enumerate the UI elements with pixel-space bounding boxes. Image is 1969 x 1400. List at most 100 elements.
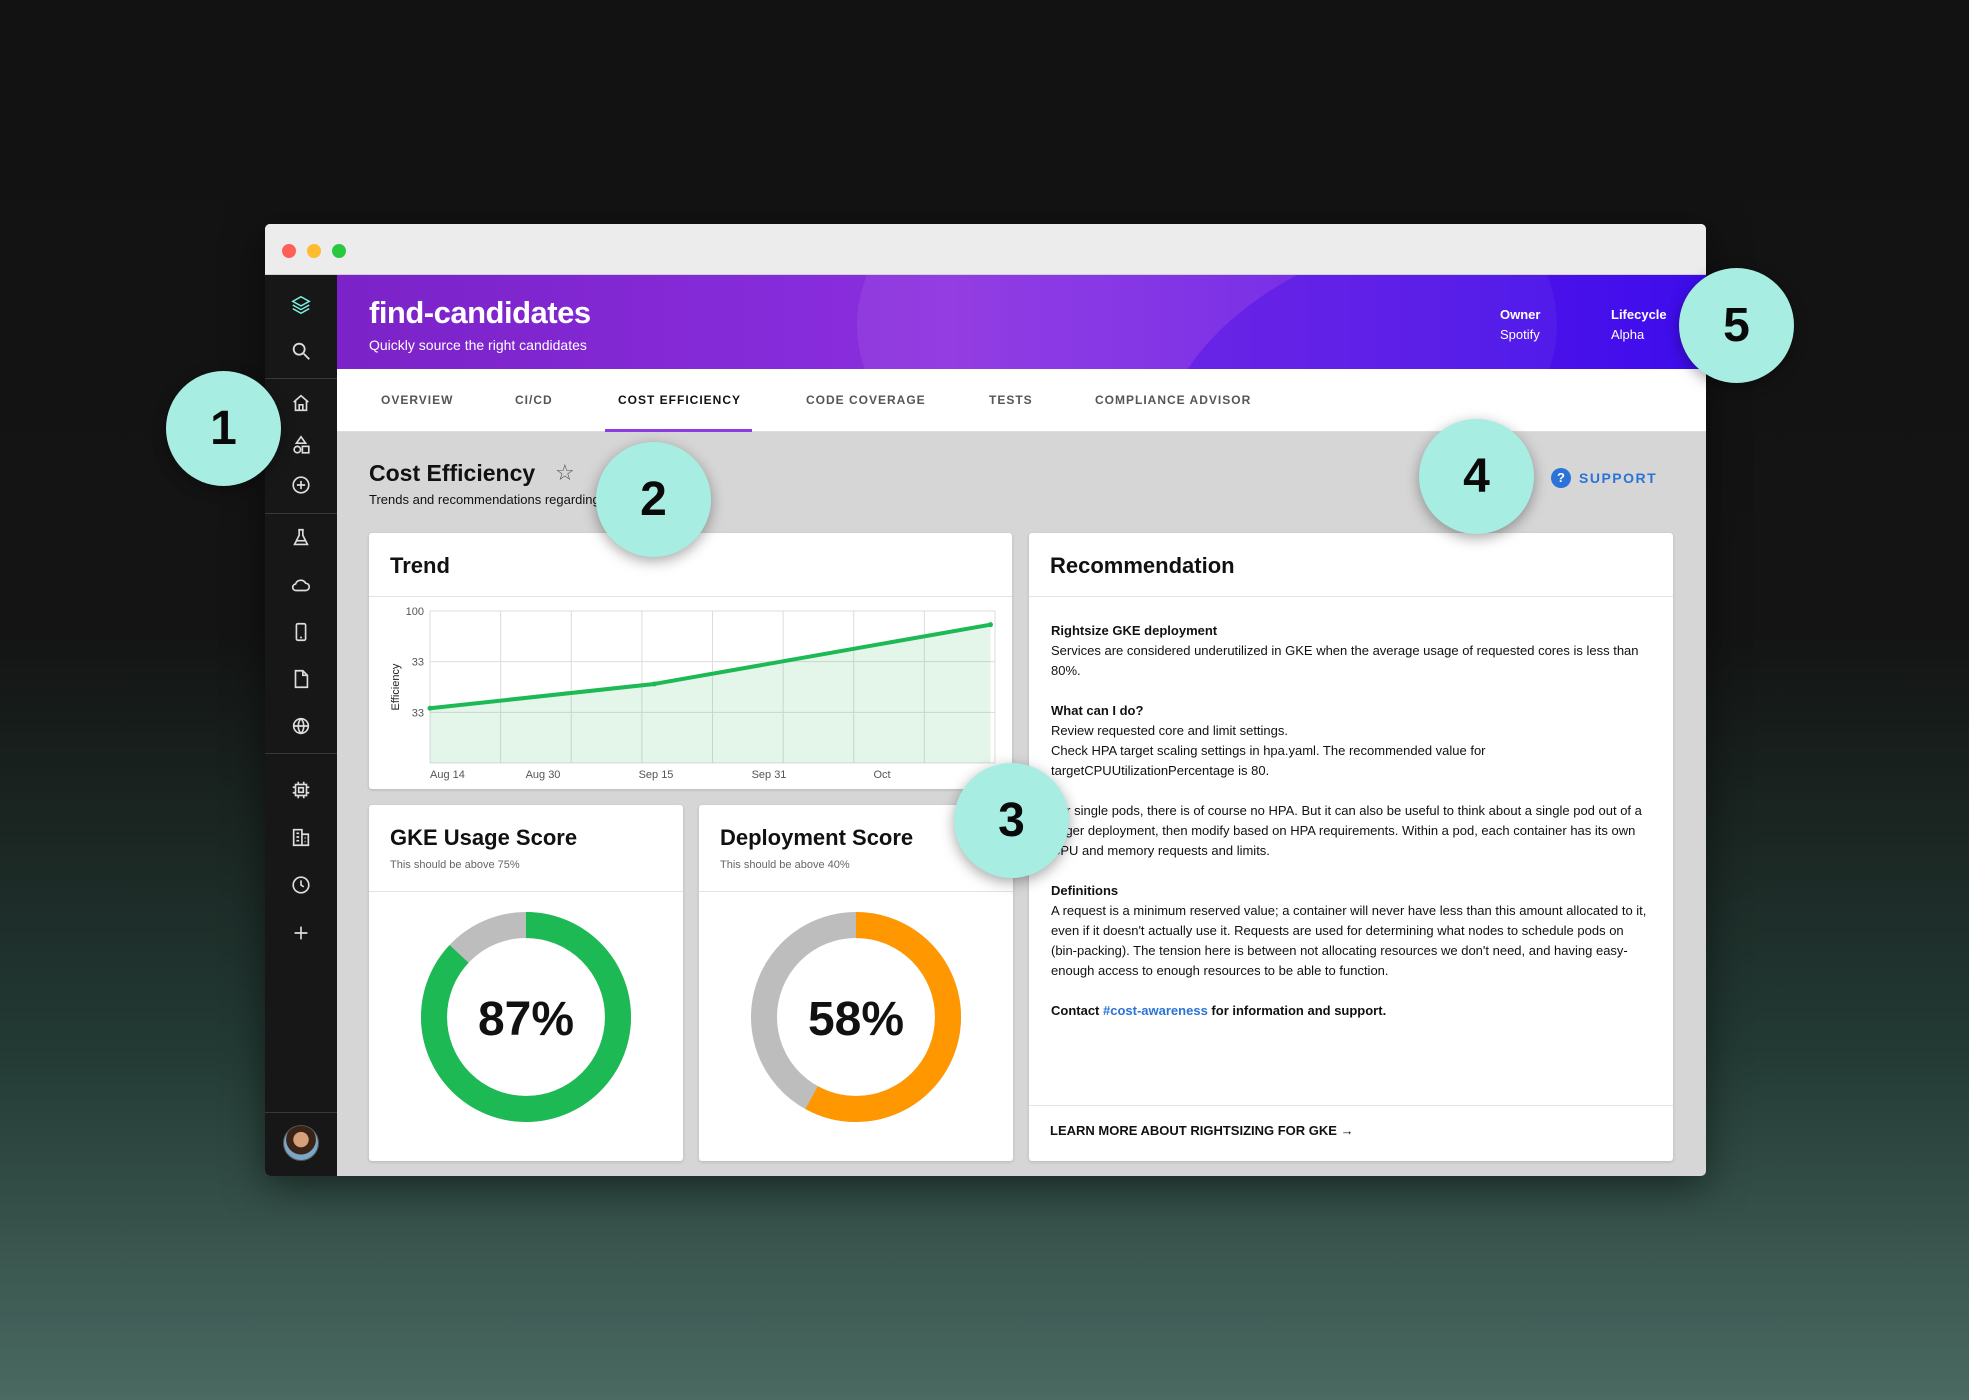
trend-card-title: Trend (390, 553, 450, 578)
gke-usage-card: GKE Usage Score This should be above 75%… (369, 805, 683, 1161)
x-tick-label: Aug 14 (430, 769, 465, 781)
plus-icon[interactable] (265, 913, 337, 953)
tab-ci-cd[interactable]: CI/CD (515, 393, 553, 407)
sidebar-divider (265, 1112, 337, 1113)
callout-badge-5: 5 (1679, 268, 1794, 383)
recommendation-title: Recommendation (1050, 553, 1235, 578)
clock-icon[interactable] (265, 865, 337, 905)
gke-usage-value: 87% (477, 993, 575, 1046)
learn-more-link[interactable]: LEARN MORE ABOUT RIGHTSIZING FOR GKE → (1050, 1123, 1354, 1138)
chip-icon[interactable] (265, 770, 337, 810)
x-tick-label: Aug 30 (526, 769, 561, 781)
tab-overview[interactable]: OVERVIEW (381, 393, 454, 407)
callout-badge-3: 3 (954, 763, 1069, 878)
card-divider (699, 891, 1013, 892)
support-label: SUPPORT (1579, 470, 1658, 486)
trend-area (430, 624, 991, 763)
callout-badge-4: 4 (1419, 419, 1534, 534)
rec-text: A request is a minimum reserved value; a… (1051, 903, 1647, 978)
trend-chart: 100 33 33 Aug 14 Aug 30 Sep 15 Sep 31 Oct Effici… (390, 606, 996, 781)
lifecycle-value: Alpha (1611, 327, 1645, 342)
document-icon[interactable] (265, 659, 337, 699)
rec-section-what-can-i-do: What can I do? Review requested core and… (1051, 701, 1651, 781)
owner-meta: Owner Spotify (1500, 305, 1540, 345)
help-icon: ? (1551, 468, 1571, 488)
logo-icon[interactable] (265, 285, 337, 325)
rec-heading: Definitions (1051, 883, 1119, 898)
rec-text: Services are considered underutilized in… (1051, 643, 1639, 678)
search-icon[interactable] (265, 331, 337, 371)
recommendation-body: Rightsize GKE deployment Services are co… (1051, 621, 1651, 1041)
deployment-score-value: 58% (807, 993, 905, 1046)
maximize-window-button[interactable] (332, 244, 346, 258)
deployment-score-subtitle: This should be above 40% (720, 859, 850, 871)
callout-badge-1: 1 (166, 371, 281, 486)
deployment-score-card: Deployment Score This should be above 40… (699, 805, 1013, 1161)
gke-usage-title: GKE Usage Score (390, 825, 578, 850)
rec-heading: Rightsize GKE deployment (1051, 623, 1218, 638)
flask-icon[interactable] (265, 518, 337, 558)
cloud-icon[interactable] (265, 565, 337, 605)
tab-compliance-advisor[interactable]: COMPLIANCE ADVISOR (1095, 393, 1252, 407)
contact-suffix: for information and support. (1211, 1003, 1387, 1018)
app-title: find-candidates (369, 295, 591, 330)
gauge-fill (751, 912, 961, 1122)
lifecycle-meta: Lifecycle Alpha (1611, 305, 1667, 345)
mobile-icon[interactable] (265, 612, 337, 652)
page-header: find-candidates Quickly source the right… (337, 275, 1706, 369)
y-tick-label: 100 (406, 606, 424, 618)
rec-text: For single pods, there is of course no H… (1051, 803, 1642, 858)
trend-data-point (987, 622, 993, 628)
minimize-window-button[interactable] (307, 244, 321, 258)
browser-window: find-candidates Quickly source the right… (265, 224, 1706, 1176)
app-subtitle: Quickly source the right candidates (369, 337, 587, 353)
favorite-star-icon[interactable]: ☆ (555, 460, 575, 485)
card-divider (1029, 596, 1673, 597)
rec-text: Review requested core and limit settings… (1051, 723, 1289, 738)
card-divider (369, 891, 683, 892)
tab-code-coverage[interactable]: CODE COVERAGE (806, 393, 926, 407)
page-title: Cost Efficiency (369, 460, 536, 486)
rec-heading: What can I do? (1051, 703, 1144, 718)
lifecycle-label: Lifecycle (1611, 307, 1667, 322)
trend-data-point (651, 681, 657, 687)
window-titlebar (265, 224, 1706, 275)
globe-icon[interactable] (265, 706, 337, 746)
recommendation-card: Recommendation Rightsize GKE deployment … (1029, 533, 1673, 1161)
header-wave-decoration (857, 275, 1557, 369)
gke-usage-gauge (421, 912, 631, 1122)
building-icon[interactable] (265, 817, 337, 857)
trend-card: Trend 100 33 33 Aug 14 Aug 30 Sep 15 Sep 31 Oct… (369, 533, 1012, 789)
trend-data-point (427, 705, 433, 711)
tab-bar: OVERVIEW CI/CD COST EFFICIENCY CODE COVE… (337, 369, 1706, 432)
create-icon[interactable] (265, 465, 337, 505)
tab-cost-efficiency[interactable]: COST EFFICIENCY (618, 393, 742, 407)
tab-tests[interactable]: TESTS (989, 393, 1033, 407)
card-divider (369, 596, 1012, 597)
rec-section-rightsize: Rightsize GKE deployment Services are co… (1051, 621, 1651, 681)
sidebar-divider (265, 513, 337, 514)
sidebar-divider (265, 753, 337, 754)
home-icon[interactable] (265, 383, 337, 423)
y-tick-label: 33 (412, 707, 424, 719)
card-divider (1029, 1105, 1673, 1106)
y-axis-label: Efficiency (390, 663, 402, 710)
rec-contact: Contact #cost-awareness for information … (1051, 1001, 1651, 1021)
x-tick-label: Sep 31 (752, 769, 787, 781)
x-tick-label: Oct (873, 769, 890, 781)
cost-awareness-link[interactable]: #cost-awareness (1103, 1003, 1208, 1018)
avatar[interactable] (283, 1125, 319, 1161)
x-tick-label: Sep 15 (639, 769, 674, 781)
gauge-fill (421, 912, 631, 1122)
sidebar-divider (265, 378, 337, 379)
callout-badge-2: 2 (596, 442, 711, 557)
close-window-button[interactable] (282, 244, 296, 258)
active-tab-indicator (605, 429, 752, 432)
contact-prefix: Contact (1051, 1003, 1100, 1018)
rec-section-single-pods: For single pods, there is of course no H… (1051, 801, 1651, 861)
rec-section-definitions: Definitions A request is a minimum reser… (1051, 881, 1651, 981)
catalog-icon[interactable] (265, 425, 337, 465)
owner-value[interactable]: Spotify (1500, 327, 1540, 342)
support-button[interactable]: ? SUPPORT (1551, 468, 1657, 488)
y-tick-label: 33 (412, 657, 424, 669)
